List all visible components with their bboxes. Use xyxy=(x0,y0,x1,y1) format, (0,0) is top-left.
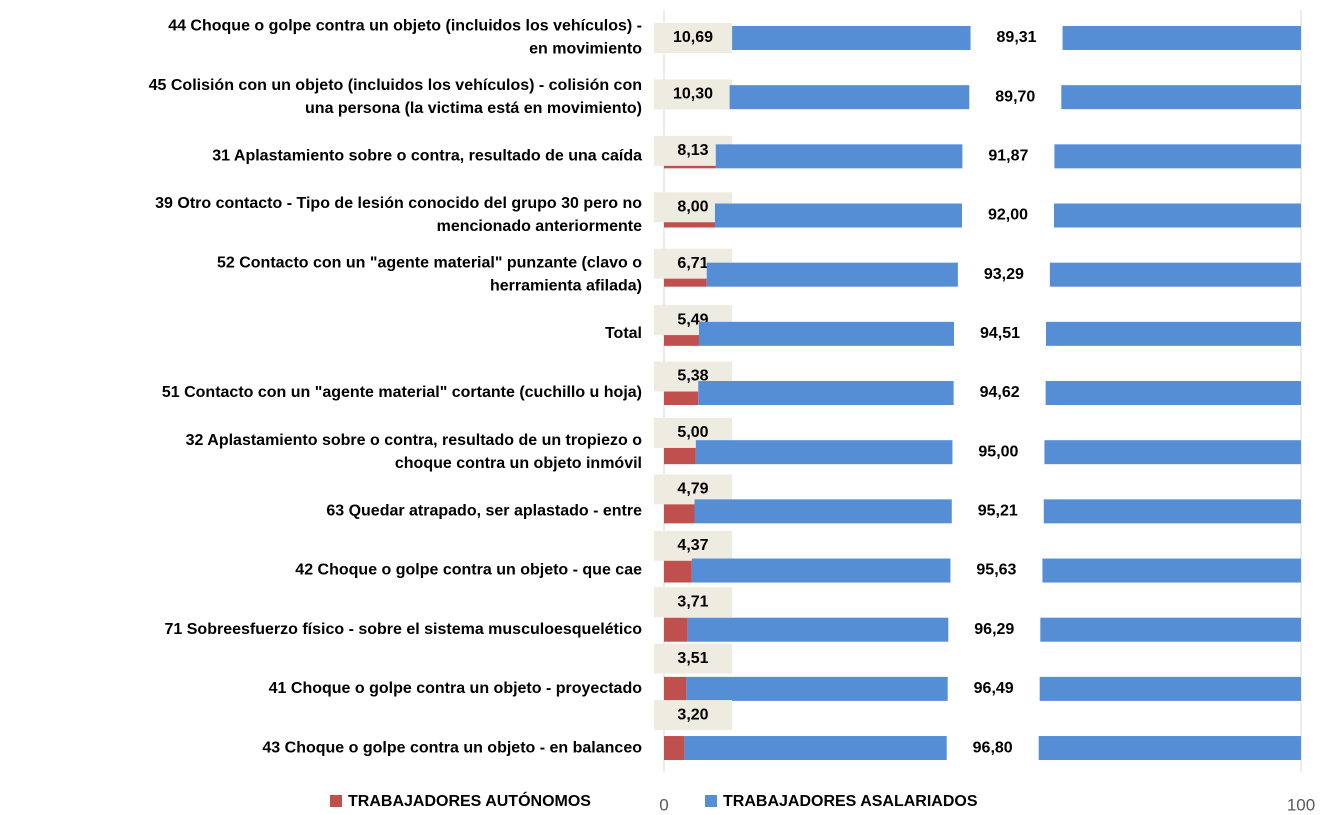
category-label: 63 Quedar atrapado, ser aplastado - entr… xyxy=(326,503,642,520)
value-label: 3,51 xyxy=(677,650,708,667)
category-label: en movimiento xyxy=(529,41,642,58)
value-label: 95,63 xyxy=(976,562,1016,579)
label-box xyxy=(654,79,732,110)
category-label: 45 Colisión con un objeto (incluidos los… xyxy=(149,77,642,94)
category-label: mencionado anteriormente xyxy=(437,218,642,235)
label-box xyxy=(953,318,1046,349)
value-label: 5,00 xyxy=(677,424,708,441)
value-label: 3,71 xyxy=(677,593,708,610)
label-box xyxy=(946,733,1039,764)
value-label: 94,51 xyxy=(980,325,1020,342)
value-label: 95,00 xyxy=(978,443,1018,460)
legend-label: TRABAJADORES ASALARIADOS xyxy=(723,793,978,810)
label-box xyxy=(654,23,732,53)
label-box xyxy=(957,259,1050,290)
label-box xyxy=(950,555,1043,586)
value-label: 6,71 xyxy=(677,255,708,272)
label-box xyxy=(654,700,732,731)
value-label: 89,31 xyxy=(997,29,1037,46)
value-label: 91,87 xyxy=(988,148,1028,165)
legend-label: TRABAJADORES AUTÓNOMOS xyxy=(348,791,591,810)
value-label: 5,38 xyxy=(677,368,708,385)
value-label: 89,70 xyxy=(995,88,1035,105)
value-label: 10,69 xyxy=(673,29,713,46)
value-label: 8,00 xyxy=(677,198,708,215)
label-box xyxy=(654,530,732,561)
label-box xyxy=(947,673,1040,704)
category-label: 43 Choque o golpe contra un objeto - en … xyxy=(262,739,642,756)
bar-segment xyxy=(664,676,687,701)
label-box xyxy=(948,614,1041,645)
category-label: 44 Choque o golpe contra un objeto (incl… xyxy=(168,18,642,35)
category-label: choque contra un objeto inmóvil xyxy=(395,455,642,472)
category-label: herramienta afilada) xyxy=(490,277,642,294)
x-tick-label: 100 xyxy=(1287,795,1315,814)
category-label: 39 Otro contacto - Tipo de lesión conoci… xyxy=(155,195,642,212)
x-tick-label: 0 xyxy=(659,795,668,814)
category-label: 32 Aplastamiento sobre o contra, resulta… xyxy=(186,432,643,449)
category-label: 42 Choque o golpe contra un objeto - que… xyxy=(295,562,642,579)
category-label: una persona (la victima está en movimien… xyxy=(305,100,642,117)
legend-swatch xyxy=(705,795,717,807)
value-label: 4,37 xyxy=(677,537,708,554)
value-label: 3,20 xyxy=(677,706,708,723)
label-box xyxy=(962,141,1055,172)
bar-segment xyxy=(664,736,685,761)
label-box xyxy=(654,587,732,618)
bar-segment xyxy=(664,617,688,642)
category-label: 71 Sobreesfuerzo físico - sobre el siste… xyxy=(165,621,643,638)
value-label: 96,80 xyxy=(973,739,1013,756)
label-box xyxy=(953,378,1046,409)
value-label: 8,13 xyxy=(677,142,708,159)
label-box xyxy=(952,437,1045,468)
bar-segment xyxy=(664,558,692,583)
category-label: 51 Contacto con un "agente material" cor… xyxy=(162,384,642,401)
label-box xyxy=(969,82,1062,113)
value-label: 4,79 xyxy=(677,481,708,498)
legend-swatch xyxy=(330,795,342,807)
value-label: 93,29 xyxy=(984,266,1024,283)
category-label: 31 Aplastamiento sobre o contra, resulta… xyxy=(212,148,642,165)
label-box xyxy=(970,23,1063,53)
value-label: 95,21 xyxy=(978,503,1018,520)
category-label: Total xyxy=(605,325,642,342)
value-label: 10,30 xyxy=(673,86,713,103)
category-label: 41 Choque o golpe contra un objeto - pro… xyxy=(269,680,643,697)
category-label: 52 Contacto con un "agente material" pun… xyxy=(217,254,642,271)
value-label: 96,49 xyxy=(974,680,1014,697)
label-box xyxy=(961,200,1054,231)
label-box xyxy=(654,643,732,674)
label-box xyxy=(951,496,1044,527)
value-label: 96,29 xyxy=(974,621,1014,638)
value-label: 92,00 xyxy=(988,207,1028,224)
value-label: 94,62 xyxy=(980,384,1020,401)
